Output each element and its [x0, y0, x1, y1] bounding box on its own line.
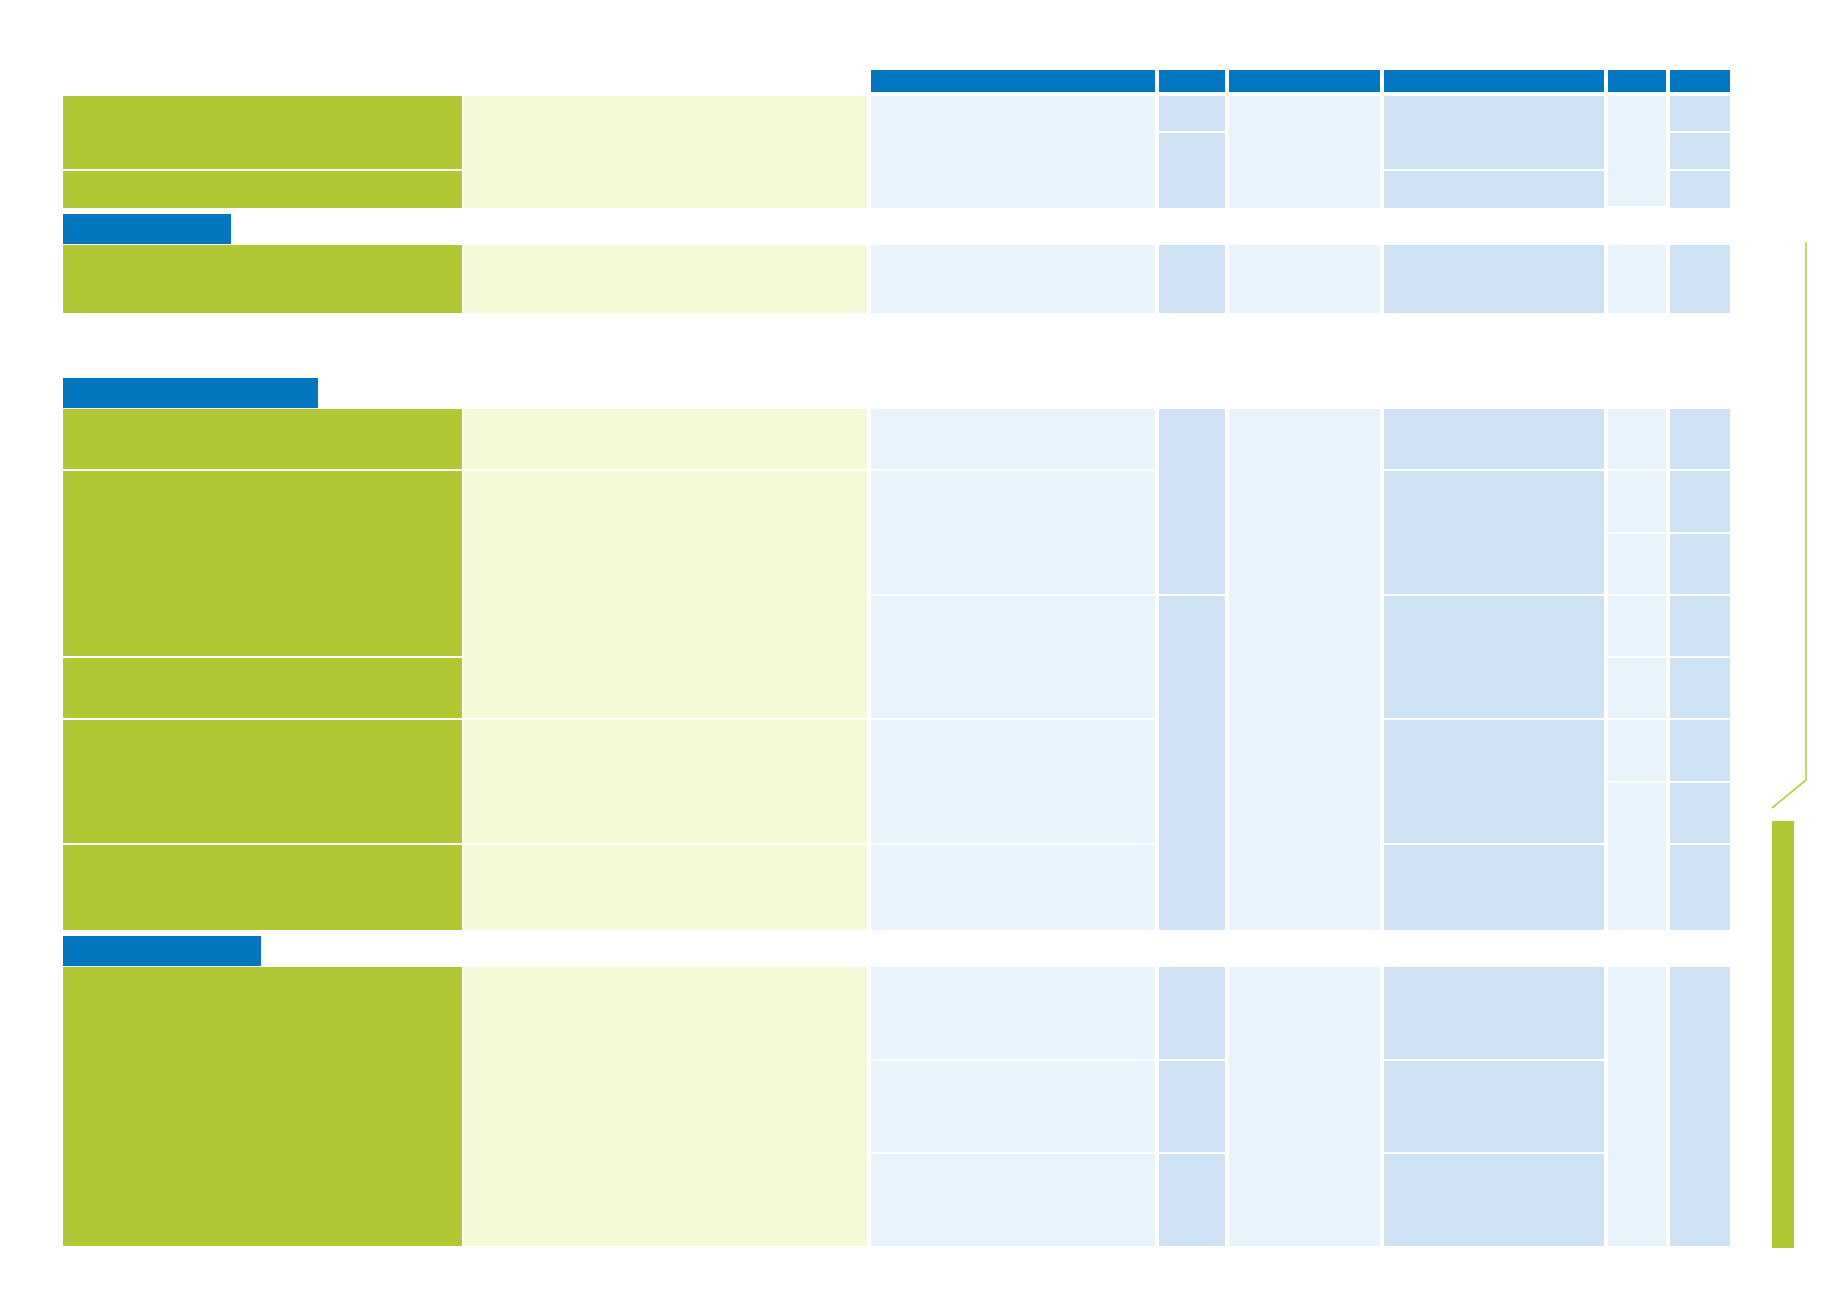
table-cell: [871, 720, 1155, 843]
table-cell: [1384, 845, 1604, 930]
row-label: [63, 409, 462, 469]
table-cell: [1159, 409, 1225, 594]
table-cell: [1670, 534, 1730, 594]
row-label: [63, 967, 462, 1246]
table-cell: [1670, 658, 1730, 718]
section-tab: [63, 378, 318, 408]
row-label: [63, 658, 462, 718]
row-description: [464, 409, 867, 469]
column-header-6: [1670, 70, 1730, 92]
row-label: [63, 171, 462, 208]
row-label: [63, 720, 462, 843]
table-cell: [1670, 967, 1730, 1246]
table-cell: [1670, 845, 1730, 930]
table-cell: [1670, 720, 1730, 781]
table-cell: [1384, 1154, 1604, 1246]
table-cell: [1384, 1061, 1604, 1152]
row-description: [464, 245, 867, 313]
row-description: [464, 471, 867, 718]
table-cell: [1384, 245, 1604, 313]
table-cell: [1608, 471, 1666, 532]
table-cell: [871, 245, 1155, 313]
table-cell: [1608, 534, 1666, 594]
table-cell: [871, 596, 1155, 718]
table-cell: [1670, 245, 1730, 313]
table-cell: [1159, 1154, 1225, 1246]
column-header-5: [1608, 70, 1666, 92]
table-cell: [1608, 245, 1666, 313]
table-cell: [1608, 96, 1666, 206]
table-cell: [871, 1061, 1155, 1152]
row-description: [464, 967, 867, 1246]
table-cell: [1384, 171, 1604, 208]
table-cell: [1384, 471, 1604, 594]
table-cell: [1608, 658, 1666, 718]
column-header-2: [1159, 70, 1225, 92]
table-cell: [1670, 133, 1730, 169]
table-cell: [871, 96, 1155, 208]
table-cell: [871, 845, 1155, 930]
table-cell: [1608, 409, 1666, 469]
table-cell: [1384, 596, 1604, 718]
table-cell: [1384, 720, 1604, 843]
table-cell: [1229, 245, 1380, 313]
table-cell: [1608, 967, 1666, 1246]
table-cell: [1670, 596, 1730, 656]
row-description: [464, 96, 867, 208]
row-label: [63, 845, 462, 930]
table-cell: [1159, 1061, 1225, 1152]
row-description: [464, 720, 867, 843]
table-cell: [1670, 783, 1730, 843]
side-accent-bar: [1772, 821, 1794, 1248]
column-header-3: [1229, 70, 1380, 92]
table-cell: [1670, 96, 1730, 131]
row-label: [63, 471, 462, 656]
table-cell: [871, 471, 1155, 594]
row-description: [464, 845, 867, 930]
table-cell: [1159, 245, 1225, 313]
table-cell: [1670, 471, 1730, 532]
table-cell: [1159, 96, 1225, 131]
row-label: [63, 245, 462, 313]
table-cell: [871, 967, 1155, 1059]
table-cell: [1229, 409, 1380, 930]
column-header-4: [1384, 70, 1604, 92]
table-cell: [1608, 720, 1666, 781]
table-cell: [1384, 967, 1604, 1059]
table-cell: [871, 409, 1155, 469]
table-cell: [1229, 96, 1380, 208]
table-cell: [1229, 967, 1380, 1246]
bracket-polyline: [1771, 242, 1807, 809]
table-cell: [1670, 171, 1730, 208]
column-header-1: [871, 70, 1155, 92]
table-cell: [1608, 596, 1666, 656]
table-cell: [1670, 409, 1730, 469]
table-cell: [1384, 96, 1604, 169]
table-cell: [1159, 596, 1225, 930]
table-cell: [1159, 133, 1225, 208]
section-tab: [63, 214, 231, 244]
table-cell: [1608, 783, 1666, 930]
table-cell: [1384, 409, 1604, 469]
table-cell: [871, 1154, 1155, 1246]
section-tab: [63, 936, 261, 966]
table-cell: [1159, 967, 1225, 1059]
row-label: [63, 96, 462, 169]
